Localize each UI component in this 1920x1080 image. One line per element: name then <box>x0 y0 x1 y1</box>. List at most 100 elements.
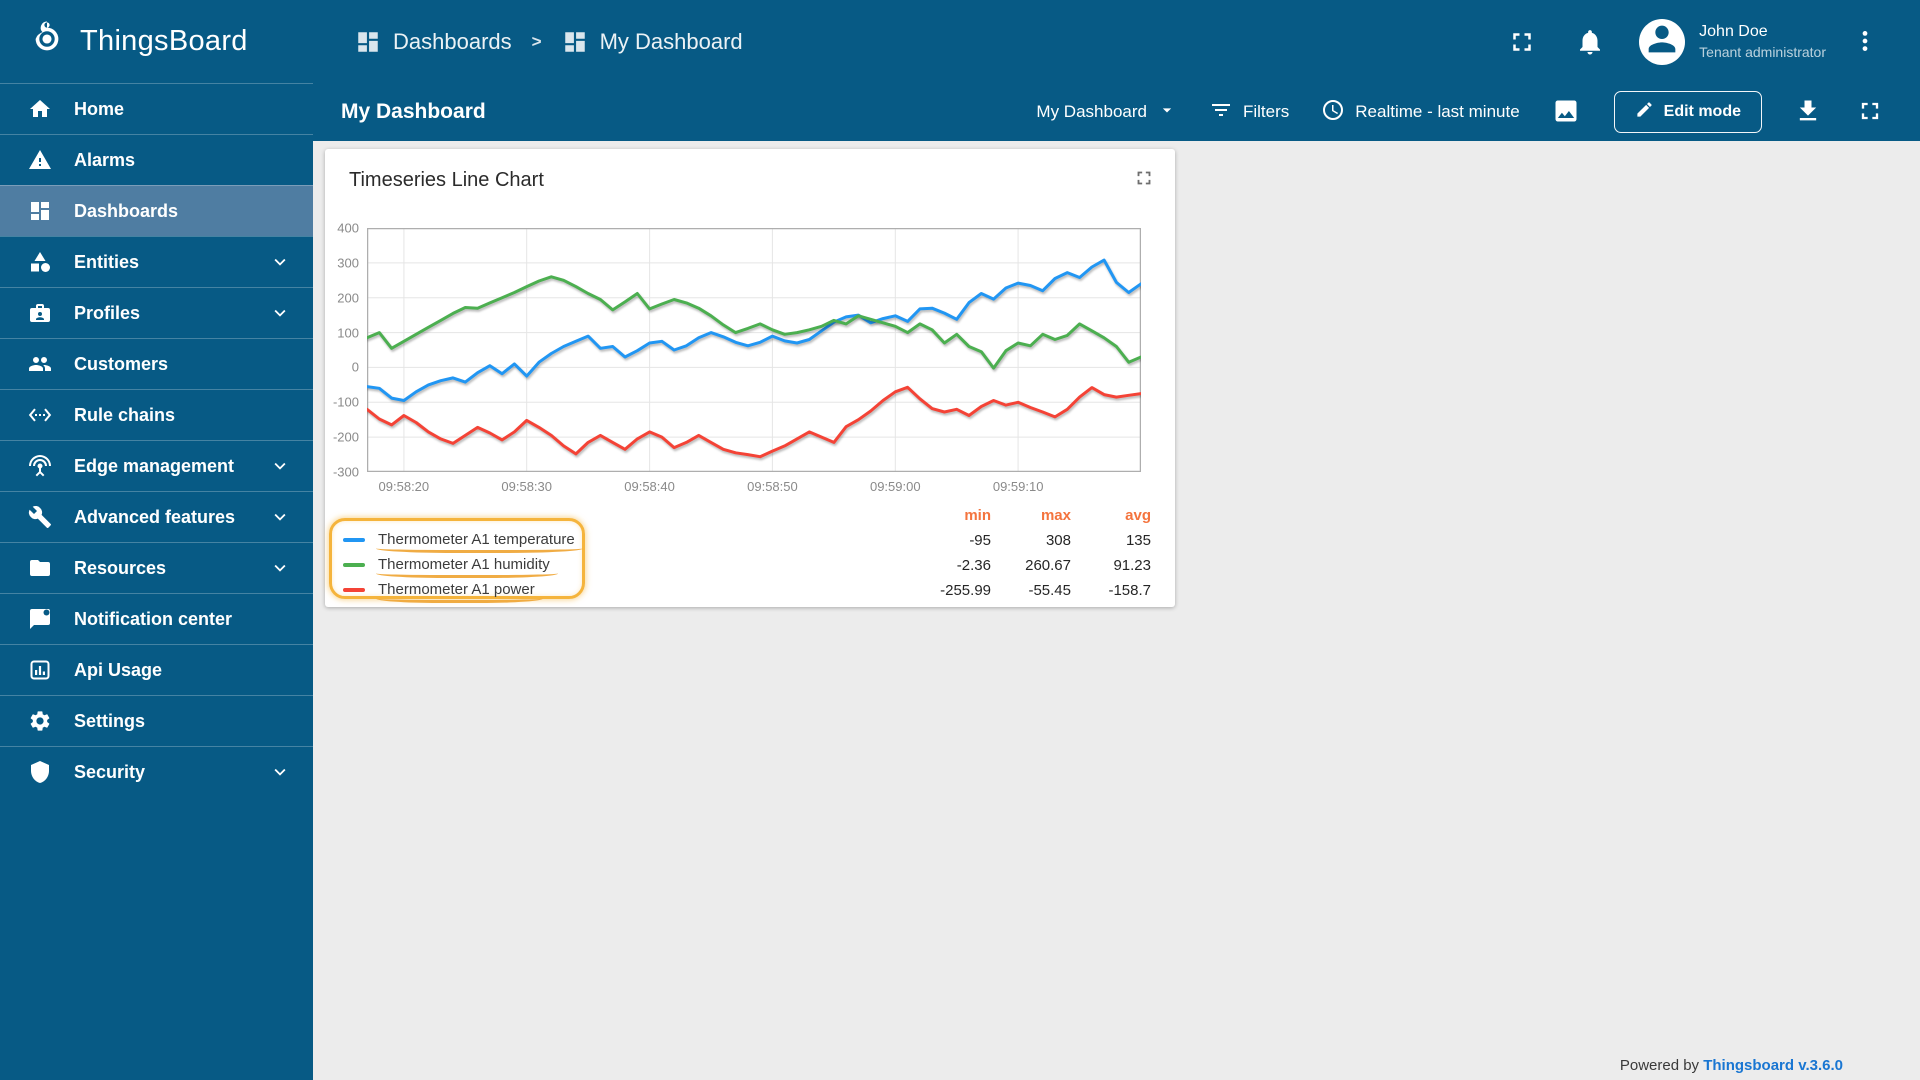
sidebar-item-settings[interactable]: Settings <box>0 695 313 746</box>
line-chart-plot[interactable] <box>367 228 1141 472</box>
breadcrumb-item-dashboards[interactable]: Dashboards <box>355 29 512 55</box>
legend-row: Thermometer A1 temperature <box>343 527 583 553</box>
toolbar-actions: My Dashboard Filters Realtime - last min… <box>1036 91 1886 133</box>
sidebar-item-label: Home <box>74 98 125 119</box>
fullscreen-icon[interactable] <box>1507 27 1537 57</box>
pencil-icon <box>1635 100 1654 124</box>
sidebar-item-rule-chains[interactable]: Rule chains <box>0 389 313 440</box>
stats-row: -95 308 135 <box>911 528 1151 553</box>
dashboard-icon <box>358 31 378 52</box>
stats-row: -2.36 260.67 91.23 <box>911 553 1151 578</box>
chevron-icon <box>274 513 286 521</box>
chevron-icon <box>274 462 286 470</box>
filters-button[interactable]: Filters <box>1209 98 1289 127</box>
stats-header: max <box>1040 507 1071 524</box>
dashboard-select[interactable]: My Dashboard <box>1036 100 1177 125</box>
sidebar-item-profiles[interactable]: Profiles <box>0 287 313 338</box>
dots-icon <box>1862 30 1868 51</box>
timeseries-widget: Timeseries Line Chart 400 300 200 100 0 -100 -… <box>325 149 1175 607</box>
stats-value-min: -2.36 <box>956 557 991 574</box>
sidebar-item-home[interactable]: Home <box>0 83 313 134</box>
topbar: Dashboards > My Dashboard John Doe Tenant … <box>313 0 1920 83</box>
sidebar-item-notification-center[interactable]: Notification center <box>0 593 313 644</box>
main-column: Dashboards > My Dashboard John Doe Tenant … <box>313 0 1920 1080</box>
notifications-bell-icon[interactable] <box>1575 27 1605 57</box>
version-link[interactable]: Thingsboard v.3.6.0 <box>1703 1057 1843 1074</box>
sidebar-item-entities[interactable]: Entities <box>0 236 313 287</box>
sidebar-item-resources[interactable]: Resources <box>0 542 313 593</box>
stats-value-min: -95 <box>969 532 991 549</box>
clock-icon <box>1321 98 1345 127</box>
y-tick-label: 400 <box>337 220 359 236</box>
y-tick-label: -100 <box>332 394 359 410</box>
fullscreen-icon[interactable] <box>1856 97 1886 127</box>
fullscreen-icon <box>1513 32 1531 51</box>
download-icon[interactable] <box>1794 97 1824 127</box>
legend-series-label[interactable]: Thermometer A1 power <box>376 581 543 603</box>
series-thermometer-a1-power <box>367 385 1141 459</box>
sidebar-item-alarms[interactable]: Alarms <box>0 134 313 185</box>
stats-value-avg: 135 <box>1125 532 1151 549</box>
dashboard-toolbar: My Dashboard My Dashboard Filters Realti… <box>313 83 1920 141</box>
series-thermometer-a1-humidity <box>367 275 1141 370</box>
stats-header-row: min max avg <box>911 503 1151 528</box>
sidebar-item-customers[interactable]: Customers <box>0 338 313 389</box>
sidebar-item-label: Notification center <box>74 608 233 629</box>
more-menu-icon[interactable] <box>1852 28 1876 56</box>
image-icon[interactable] <box>1552 97 1582 127</box>
legend-color-dash <box>343 537 365 542</box>
page-title: My Dashboard <box>341 100 486 123</box>
api-icon <box>30 660 50 680</box>
thingsboard-logo[interactable]: ThingsBoard <box>0 0 313 83</box>
bell-icon <box>1580 29 1601 54</box>
powered-by: Powered by Thingsboard v.3.6.0 <box>1620 1057 1843 1074</box>
x-tick-label: 09:58:50 <box>747 479 798 494</box>
sidebar-item-dashboards[interactable]: Dashboards <box>0 185 313 236</box>
sidebar-item-edge-management[interactable]: Edge management <box>0 440 313 491</box>
user-name: John Doe <box>1699 23 1768 41</box>
series-thermometer-a1-temperature <box>367 258 1141 402</box>
category-icon <box>31 252 50 272</box>
y-tick-label: 100 <box>337 325 359 341</box>
sidebar-item-label: Settings <box>74 710 146 731</box>
stats-value-max: 308 <box>1045 532 1071 549</box>
y-tick-label: 300 <box>337 255 359 271</box>
sidebar-item-label: Advanced features <box>74 506 236 527</box>
chevron-icon <box>274 309 286 317</box>
settings-icon <box>30 711 50 731</box>
legend-color-dash <box>343 587 365 592</box>
people-icon <box>29 357 51 371</box>
sidebar-item-label: Dashboards <box>74 200 179 221</box>
topbar-actions: John Doe Tenant administrator <box>1507 18 1876 65</box>
y-tick-label: -300 <box>332 464 359 480</box>
user-info[interactable]: John Doe Tenant administrator <box>1699 21 1826 61</box>
photo-icon <box>1555 100 1577 122</box>
timewindow-button[interactable]: Realtime - last minute <box>1321 98 1520 127</box>
stats-header: avg <box>1125 507 1151 524</box>
breadcrumb: Dashboards > My Dashboard <box>355 29 743 55</box>
sidebar-item-advanced-features[interactable]: Advanced features <box>0 491 313 542</box>
chevron-icon <box>274 768 286 776</box>
sidebar-menu: Home Alarms Dashboards Entities Profiles Cust… <box>0 83 313 797</box>
x-tick-label: 09:58:40 <box>624 479 675 494</box>
stats-header: min <box>964 507 991 524</box>
legend-series-label[interactable]: Thermometer A1 humidity <box>376 556 558 578</box>
caret-icon <box>1162 107 1172 112</box>
legend-row: Thermometer A1 humidity <box>343 552 575 578</box>
legend-row: Thermometer A1 power <box>343 577 575 603</box>
dashboard-icon <box>564 31 585 52</box>
filter-icon <box>1211 103 1230 116</box>
legend-series-label[interactable]: Thermometer A1 temperature <box>376 531 583 553</box>
avatar[interactable] <box>1639 18 1686 65</box>
sidebar-item-api-usage[interactable]: Api Usage <box>0 644 313 695</box>
chevron-down-icon <box>1157 100 1177 125</box>
sidebar-item-security[interactable]: Security <box>0 746 313 797</box>
logo-icon <box>35 21 59 51</box>
expand-icon <box>1137 171 1151 185</box>
breadcrumb-item-my-dashboard[interactable]: My Dashboard <box>562 29 743 55</box>
edit-mode-button[interactable]: Edit mode <box>1613 91 1762 133</box>
expand-widget-icon[interactable] <box>1133 167 1155 189</box>
x-tick-label: 09:58:30 <box>501 479 553 494</box>
breadcrumb-separator: > <box>531 31 542 51</box>
